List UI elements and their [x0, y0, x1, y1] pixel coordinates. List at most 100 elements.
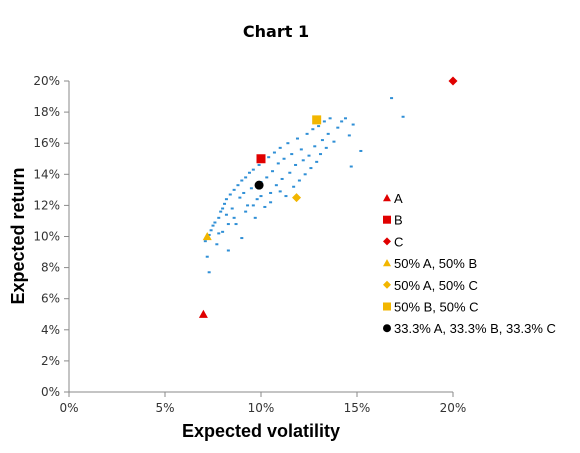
- legend-label: 50% A, 50% C: [394, 278, 478, 293]
- portfolio-points: [203, 97, 405, 274]
- portfolio-point: [249, 187, 253, 190]
- legend-label: 50% B, 50% C: [394, 300, 479, 315]
- portfolio-point: [286, 142, 290, 145]
- y-axis-title: Expected return: [8, 167, 28, 304]
- y-tick-label: 10%: [33, 230, 60, 244]
- portfolio-point: [223, 202, 227, 205]
- legend-marker: [383, 302, 391, 311]
- portfolio-point: [271, 170, 275, 173]
- portfolio-point: [228, 193, 232, 196]
- portfolio-point: [247, 171, 251, 174]
- portfolio-point: [324, 146, 328, 149]
- y-tick-label: 2%: [41, 354, 60, 368]
- portfolio-point: [294, 163, 298, 166]
- portfolio-point: [242, 191, 246, 194]
- portfolio-point: [315, 160, 319, 163]
- portfolio-point: [301, 159, 305, 162]
- portfolio-point: [359, 149, 363, 152]
- portfolio-point: [299, 148, 303, 151]
- portfolio-point: [332, 140, 336, 143]
- portfolio-point: [232, 188, 236, 191]
- portfolio-point: [207, 233, 211, 236]
- portfolio-point: [309, 167, 313, 170]
- legend-marker: [383, 237, 391, 246]
- chart-title: Chart 1: [243, 22, 309, 41]
- x-tick-label: 5%: [155, 401, 174, 415]
- portfolio-point: [226, 249, 230, 252]
- portfolio-point: [246, 204, 250, 207]
- legend-marker: [383, 259, 391, 267]
- portfolio-point: [292, 185, 296, 188]
- portfolio-point: [320, 139, 324, 142]
- legend-item-50-a-50-c: 50% A, 50% C: [383, 278, 478, 293]
- point-b: [256, 154, 266, 164]
- portfolio-point: [257, 163, 261, 166]
- portfolio-point: [274, 184, 278, 187]
- portfolio-point: [230, 207, 234, 210]
- portfolio-point: [297, 179, 301, 182]
- portfolio-point: [217, 232, 221, 235]
- portfolio-point: [276, 162, 280, 165]
- x-axis-title: Expected volatility: [182, 421, 340, 441]
- portfolio-point: [322, 120, 326, 123]
- portfolio-point: [253, 216, 257, 219]
- portfolio-point: [267, 156, 271, 159]
- portfolio-point: [280, 177, 284, 180]
- portfolio-point: [224, 198, 228, 201]
- x-tick-label: 20%: [440, 401, 467, 415]
- portfolio-point: [240, 179, 244, 182]
- y-tick-label: 4%: [41, 323, 60, 337]
- portfolio-point: [343, 117, 347, 120]
- portfolio-point: [255, 198, 259, 201]
- portfolio-point: [319, 153, 323, 156]
- portfolio-point: [269, 191, 273, 194]
- portfolio-point: [209, 229, 213, 232]
- portfolio-point: [351, 123, 355, 126]
- legend-label: 33.3% A, 33.3% B, 33.3% C: [394, 321, 556, 336]
- portfolio-point: [290, 153, 294, 156]
- portfolio-point: [226, 223, 230, 226]
- portfolio-point: [251, 204, 255, 207]
- portfolio-point: [401, 115, 405, 118]
- portfolio-point: [282, 157, 286, 160]
- portfolio-point: [265, 176, 269, 179]
- y-tick-label: 8%: [41, 261, 60, 275]
- portfolio-point: [213, 221, 217, 224]
- portfolio-point: [240, 237, 244, 240]
- portfolio-point: [340, 120, 344, 123]
- x-tick-label: 10%: [248, 401, 275, 415]
- axes: 0% 2% 4% 6% 8% 10% 12% 14% 16% 18% 20% 0% 5% 10% 15% 20…: [33, 74, 466, 415]
- portfolio-point: [326, 132, 330, 135]
- point-33-3-a-33-3-b-33-3-c: [254, 180, 264, 190]
- y-tick-label: 12%: [33, 198, 60, 212]
- y-tick-label: 6%: [41, 292, 60, 306]
- portfolio-point: [251, 168, 255, 171]
- portfolio-point: [205, 255, 209, 258]
- portfolio-point: [390, 97, 394, 100]
- highlighted-portfolios: [198, 76, 458, 318]
- portfolio-point: [236, 184, 240, 187]
- portfolio-point: [288, 171, 292, 174]
- portfolio-point: [263, 205, 267, 208]
- legend-marker: [383, 194, 391, 202]
- portfolio-point: [259, 195, 263, 198]
- x-tick-label: 15%: [344, 401, 371, 415]
- portfolio-point: [234, 223, 238, 226]
- portfolio-point: [217, 216, 221, 219]
- legend-marker: [383, 324, 391, 333]
- legend-item-b: B: [383, 213, 403, 228]
- portfolio-point: [219, 210, 223, 213]
- portfolio-point: [328, 117, 332, 120]
- legend-label: B: [394, 213, 403, 228]
- portfolio-point: [203, 240, 207, 243]
- legend-item-50-a-50-b: 50% A, 50% B: [383, 256, 477, 271]
- portfolio-point: [303, 173, 307, 176]
- portfolio-point: [244, 210, 248, 213]
- portfolio-point: [211, 224, 215, 227]
- point-c: [448, 76, 458, 86]
- portfolio-point: [238, 196, 242, 199]
- y-tick-label: 14%: [33, 167, 60, 181]
- point-50-a-50-b: [202, 232, 212, 241]
- legend-item-50-b-50-c: 50% B, 50% C: [383, 300, 479, 315]
- legend-marker: [383, 280, 391, 289]
